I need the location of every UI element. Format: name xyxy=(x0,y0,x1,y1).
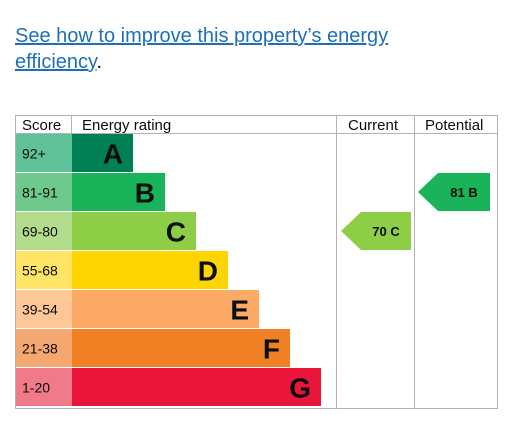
band-row-b: 81-91 B xyxy=(16,173,165,211)
band-score-cell-d xyxy=(16,251,72,289)
link-trailing-period: . xyxy=(96,51,103,73)
header-score: Score xyxy=(22,117,61,134)
link-line-1: See how to improve this property’s energ… xyxy=(15,25,389,47)
improve-efficiency-link-block: See how to improve this property’s energ… xyxy=(15,23,435,75)
band-row-f: 21-38 F xyxy=(16,329,290,367)
band-letter-e: E xyxy=(230,295,249,326)
band-score-cell-g xyxy=(16,368,72,406)
band-letter-f: F xyxy=(263,334,280,365)
band-row-e: 39-54 E xyxy=(16,290,259,328)
band-score-label-a: 92+ xyxy=(22,146,46,162)
band-bar-e xyxy=(72,290,259,328)
band-bar-g xyxy=(72,368,321,406)
band-score-label-f: 21-38 xyxy=(22,341,58,357)
current-rating-arrow-shape xyxy=(341,212,411,250)
band-score-cell-a xyxy=(16,134,72,172)
band-row-g: 1-20 G xyxy=(16,368,321,406)
band-score-cell-b xyxy=(16,173,72,211)
band-bar-f xyxy=(72,329,290,367)
band-bar-d xyxy=(72,251,228,289)
band-bar-b xyxy=(72,173,165,211)
band-bar-c xyxy=(72,212,196,250)
band-row-c: 69-80 C xyxy=(16,212,196,250)
band-bar-a xyxy=(72,134,133,172)
current-rating-arrow: 70 C xyxy=(341,212,411,250)
band-score-cell-c xyxy=(16,212,72,250)
band-score-label-c: 69-80 xyxy=(22,224,58,240)
band-score-label-e: 39-54 xyxy=(22,302,58,318)
header-energy-rating: Energy rating xyxy=(82,117,171,134)
chart-frame xyxy=(15,115,498,409)
band-letter-g: G xyxy=(289,373,311,404)
band-letter-d: D xyxy=(198,256,218,287)
band-score-label-g: 1-20 xyxy=(22,380,50,396)
band-score-label-b: 81-91 xyxy=(22,185,58,201)
header-current: Current xyxy=(348,117,399,134)
band-letter-b: B xyxy=(135,178,155,209)
band-score-label-d: 55-68 xyxy=(22,263,58,279)
rating-arrows: 70 C 81 B xyxy=(341,173,490,250)
band-row-a: 92+ A xyxy=(16,134,133,172)
header-potential: Potential xyxy=(425,117,483,134)
improve-efficiency-link[interactable]: See how to improve this property’s energ… xyxy=(15,25,388,73)
potential-rating-arrow-shape xyxy=(418,173,490,211)
current-rating-arrow-label: 70 C xyxy=(372,224,400,239)
potential-rating-arrow: 81 B xyxy=(418,173,490,211)
band-score-cell-f xyxy=(16,329,72,367)
band-letter-a: A xyxy=(103,139,123,170)
band-letter-c: C xyxy=(166,217,186,248)
rating-bands: 92+ A 81-91 B 69-80 C 55-68 D 39-54 E 21-38 F 1-20 G xyxy=(16,134,321,406)
link-line-2: efficiency xyxy=(15,51,97,73)
band-row-d: 55-68 D xyxy=(16,251,228,289)
band-score-cell-e xyxy=(16,290,72,328)
potential-rating-arrow-label: 81 B xyxy=(450,185,477,200)
